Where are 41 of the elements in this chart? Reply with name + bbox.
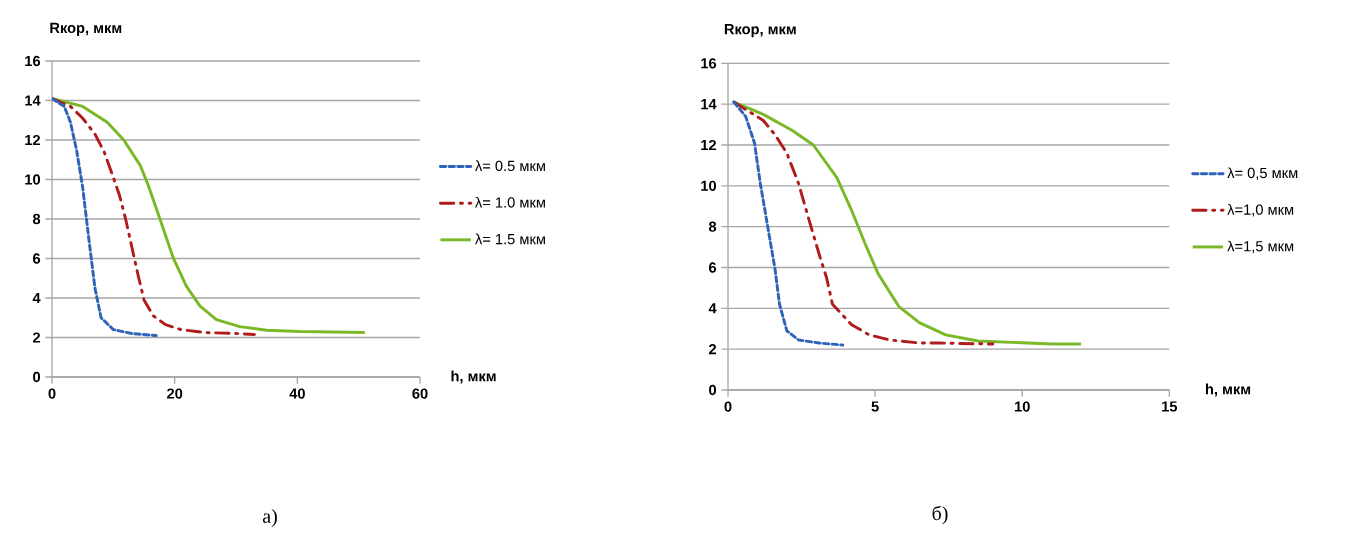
- line-series: [52, 97, 367, 335]
- x-tick-label: 10: [1014, 401, 1030, 412]
- x-axis-title: h, мкм: [1205, 383, 1251, 397]
- x-axis-title: h, мкм: [451, 370, 496, 384]
- line-series: [732, 100, 845, 347]
- y-tick-label: 14: [25, 95, 41, 106]
- y-axis-title: Rкор, мкм: [50, 22, 122, 36]
- line-series: [732, 100, 995, 346]
- line-series: [52, 97, 158, 337]
- y-tick-label: 6: [709, 262, 717, 273]
- y-tick-label: 8: [708, 221, 717, 232]
- text: б): [932, 505, 948, 525]
- x-tick-label: 15: [1162, 401, 1178, 412]
- y-tick-label: 4: [32, 292, 41, 304]
- legend-label: λ=1,0 мкм: [1227, 204, 1294, 217]
- y-tick-label: 4: [708, 303, 717, 314]
- x-tick-label: 0: [48, 388, 56, 399]
- y-tick-label: 2: [708, 344, 717, 355]
- x-tick-label: 40: [289, 388, 305, 399]
- x-tick-label: 60: [412, 388, 428, 399]
- y-tick-label: 12: [701, 139, 717, 151]
- y-axis-title: Rкор, мкм: [724, 24, 796, 38]
- legend-label: λ= 0,5 мкм: [1227, 167, 1298, 180]
- text: а): [262, 508, 277, 528]
- y-tick-label: 2: [32, 332, 41, 343]
- x-tick-label: 20: [167, 388, 183, 399]
- y-tick-label: 14: [701, 99, 717, 110]
- y-tick-label: 16: [25, 55, 41, 67]
- legend-label: λ= 1.5 мкм: [475, 233, 545, 245]
- x-tick-label: 5: [871, 401, 879, 412]
- legend-label: λ= 1.0 мкм: [475, 196, 545, 208]
- y-tick-label: 10: [701, 180, 717, 192]
- legend-label: λ= 0.5 мкм: [475, 160, 545, 172]
- y-tick-label: 6: [33, 253, 41, 264]
- y-tick-label: 8: [32, 213, 41, 225]
- y-tick-label: 12: [25, 134, 41, 146]
- x-tick-label: 0: [724, 401, 732, 412]
- legend-label: λ=1,5 мкм: [1227, 240, 1294, 254]
- y-tick-label: 0: [33, 371, 41, 383]
- y-tick-label: 10: [25, 174, 41, 185]
- y-tick-label: 16: [701, 58, 717, 69]
